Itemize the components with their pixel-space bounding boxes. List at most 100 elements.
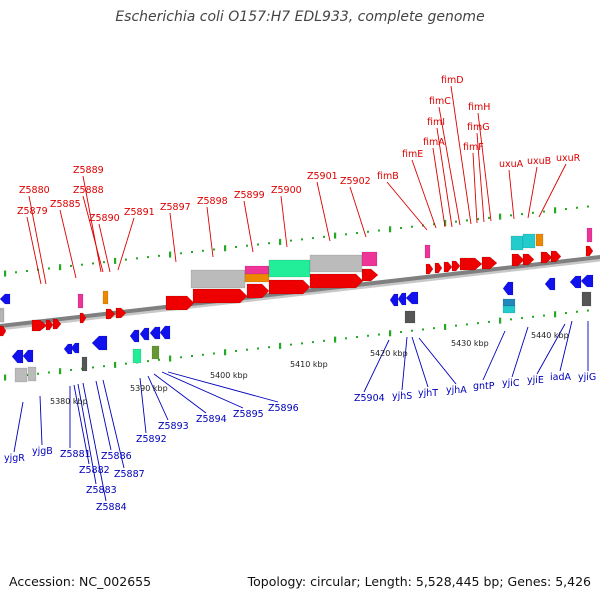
forward-gene-label: fimB <box>377 171 399 182</box>
forward-gene-label: fimC <box>429 96 451 107</box>
reverse-leader-line <box>82 382 107 502</box>
reverse-leader-line <box>363 339 390 393</box>
reverse-gene-label: Z5883 <box>86 485 117 496</box>
gene-block <box>309 254 363 273</box>
forward-leader-line <box>82 195 104 273</box>
gene-arrow <box>165 295 195 311</box>
lower-tick-row-tick <box>224 349 227 356</box>
reverse-gene-label: yjiE <box>527 375 544 386</box>
upper-tick-row-tick <box>477 218 479 221</box>
upper-tick-row-tick <box>576 206 578 209</box>
reverse-leader-line <box>77 383 97 485</box>
lower-tick-row-tick <box>279 342 282 349</box>
gene-arrow <box>45 319 54 331</box>
lower-tick-row-tick <box>125 362 127 365</box>
upper-tick-row-tick <box>48 267 50 270</box>
gene-arrow <box>569 275 582 289</box>
reverse-gene-label: Z5881 <box>60 449 91 460</box>
gene-block <box>522 233 536 249</box>
forward-gene-label: Z5899 <box>234 190 265 201</box>
reverse-leader-line <box>102 379 125 469</box>
gene-block <box>132 348 142 364</box>
gene-arrow <box>149 326 161 340</box>
kbp-label: 5440 kbp <box>531 331 569 340</box>
lower-tick-row-tick <box>356 336 358 339</box>
lower-tick-row-tick <box>180 356 182 359</box>
lower-tick-row-tick <box>345 337 347 340</box>
lower-tick-row-tick <box>48 371 50 374</box>
upper-tick-row-tick <box>257 243 259 246</box>
forward-gene-label: Z5897 <box>160 202 191 213</box>
reverse-leader-line <box>401 336 408 391</box>
lower-tick-row-tick <box>191 355 193 358</box>
upper-tick-row-tick <box>554 207 557 214</box>
forward-leader-line <box>432 147 446 228</box>
forward-gene-label: Z5885 <box>50 199 81 210</box>
upper-tick-row-tick <box>433 223 435 226</box>
lower-tick-row-tick <box>59 368 62 375</box>
gene-block <box>244 265 270 276</box>
gene-block <box>424 244 431 259</box>
upper-tick-row-tick <box>378 229 380 232</box>
lower-tick-row-tick <box>543 314 545 317</box>
upper-tick-row-tick <box>147 256 149 259</box>
lower-tick-row-tick <box>323 339 325 342</box>
forward-leader-line <box>169 212 177 263</box>
gene-arrow <box>459 257 483 271</box>
reverse-gene-label: yjiC <box>502 378 520 389</box>
forward-leader-line <box>117 217 135 271</box>
lower-tick-row-tick <box>4 374 7 381</box>
upper-tick-row-tick <box>81 263 83 266</box>
gene-arrow <box>451 260 461 272</box>
gene-arrow <box>585 245 594 257</box>
lower-tick-row-tick <box>378 333 380 336</box>
upper-tick-row-tick <box>455 220 457 223</box>
accession-label: Accession: NC_002655 <box>9 574 152 589</box>
gene-arrow <box>63 343 73 355</box>
reverse-leader-line <box>73 384 90 465</box>
upper-tick-row-tick <box>389 226 392 233</box>
reverse-leader-line <box>161 371 244 409</box>
forward-leader-line <box>82 175 102 273</box>
reverse-leader-line <box>139 377 147 434</box>
gene-arrow <box>52 318 62 330</box>
gene-arrow <box>425 263 434 275</box>
lower-tick-row-tick <box>334 336 337 343</box>
reverse-gene-label: Z5895 <box>233 409 264 420</box>
forward-leader-line <box>508 169 515 220</box>
forward-leader-line <box>527 166 538 219</box>
reverse-gene-label: yjiG <box>578 372 596 383</box>
forward-gene-label: uxuA <box>499 159 524 170</box>
gene-block <box>14 367 28 383</box>
forward-gene-label: Z5891 <box>124 207 155 218</box>
forward-leader-line <box>206 206 214 258</box>
lower-tick-row-tick <box>400 331 402 333</box>
reverse-leader-line <box>153 373 207 414</box>
reverse-gene-label: Z5896 <box>268 403 299 414</box>
upper-tick-row-tick <box>59 264 62 271</box>
kbp-label: 5390 kbp <box>130 384 168 393</box>
gene-block <box>404 310 416 324</box>
lower-tick-row-tick <box>235 349 237 352</box>
kbp-label: 5410 kbp <box>290 360 328 369</box>
gene-features <box>0 227 594 383</box>
forward-gene-label: Z5879 <box>17 206 48 217</box>
lower-tick-row-tick <box>521 317 523 320</box>
gene-arrow <box>544 277 556 291</box>
gene-arrow <box>31 319 48 332</box>
reverse-gene-label: Z5884 <box>96 502 127 513</box>
gene-arrow <box>0 293 11 305</box>
upper-tick-row-tick <box>356 232 358 235</box>
label-leader-lines <box>13 85 589 502</box>
upper-tick-row-tick <box>323 235 325 238</box>
forward-gene-label: Z5901 <box>307 171 338 182</box>
forward-leader-line <box>280 195 288 248</box>
forward-leader-line <box>26 216 42 285</box>
lower-tick-row-tick <box>37 372 39 375</box>
reverse-leader-line <box>482 330 506 381</box>
lower-tick-row-tick <box>565 312 567 315</box>
reverse-gene-label: Z5893 <box>158 421 189 432</box>
lower-tick-row-tick <box>433 327 435 330</box>
lower-tick-row-tick <box>202 353 204 356</box>
